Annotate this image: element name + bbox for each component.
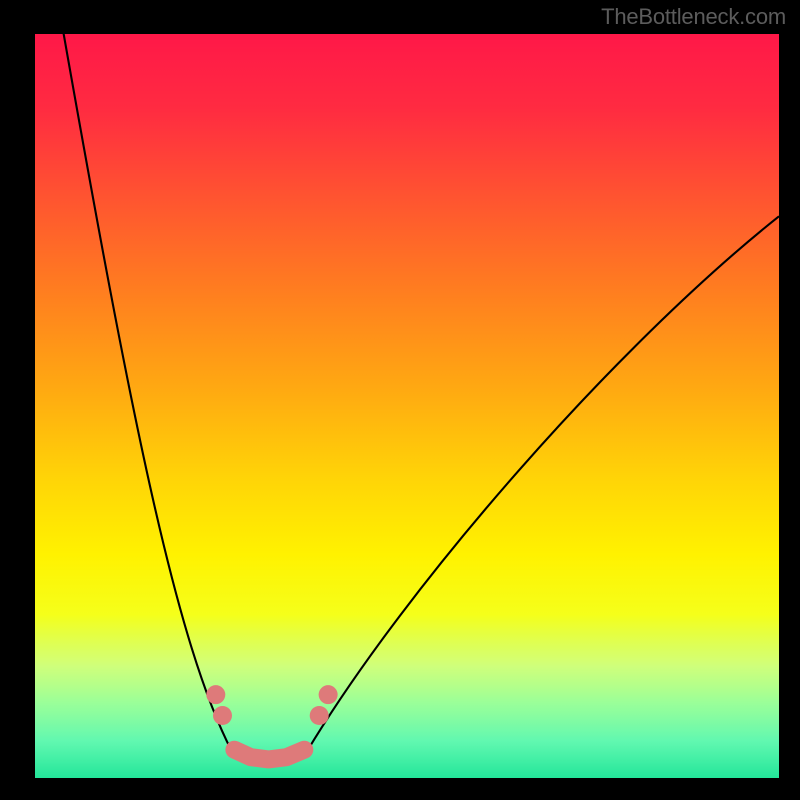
marker-left-dot — [213, 706, 232, 725]
marker-valley-band — [234, 750, 304, 760]
chart-svg — [0, 0, 800, 800]
marker-right-dot — [319, 685, 338, 704]
watermark-label: TheBottleneck.com — [601, 4, 786, 30]
chart-frame: TheBottleneck.com — [0, 0, 800, 800]
marker-left-dot — [206, 685, 225, 704]
plot-overlay-band — [35, 34, 779, 778]
marker-right-dot — [310, 706, 329, 725]
